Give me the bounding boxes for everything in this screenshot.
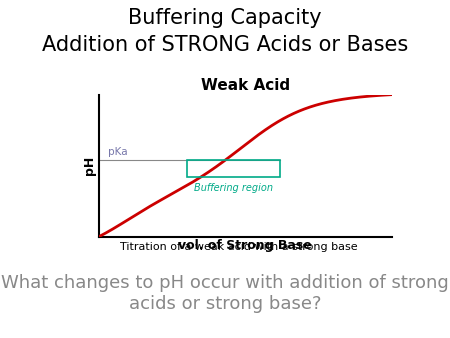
Bar bbox=[187, 160, 280, 177]
Y-axis label: pH: pH bbox=[83, 156, 96, 175]
Text: Addition of STRONG Acids or Bases: Addition of STRONG Acids or Bases bbox=[42, 35, 408, 55]
Text: Buffering region: Buffering region bbox=[194, 183, 273, 193]
Text: Titration of a weak acid with a strong base: Titration of a weak acid with a strong b… bbox=[120, 242, 357, 252]
Text: What changes to pH occur with addition of strong
acids or strong base?: What changes to pH occur with addition o… bbox=[1, 274, 449, 313]
Text: pKa: pKa bbox=[108, 147, 127, 157]
X-axis label: vol. of Strong Base: vol. of Strong Base bbox=[178, 239, 312, 252]
Title: Weak Acid: Weak Acid bbox=[201, 78, 290, 94]
Text: Buffering Capacity: Buffering Capacity bbox=[128, 8, 322, 28]
